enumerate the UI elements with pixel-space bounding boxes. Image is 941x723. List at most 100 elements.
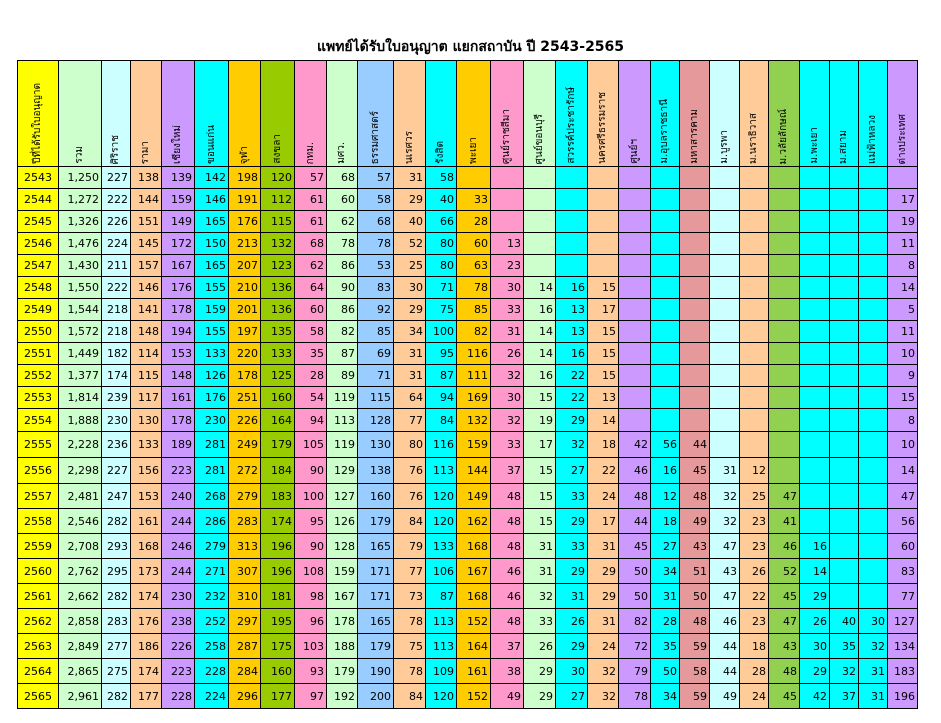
table-cell: 176 bbox=[130, 608, 162, 634]
table-cell: 23 bbox=[739, 508, 769, 534]
table-cell bbox=[490, 210, 524, 233]
table-cell: 33 bbox=[490, 431, 524, 458]
table-cell: 138 bbox=[357, 457, 394, 484]
table-cell: 220 bbox=[228, 342, 261, 365]
year-cell: 2565 bbox=[17, 683, 59, 709]
table-cell: 86 bbox=[326, 254, 358, 277]
table-cell: 28 bbox=[650, 608, 680, 634]
table-cell bbox=[768, 210, 800, 233]
table-row: 2554 1,888 230 130 178 230 226 164 94 113 128 77 84 1… bbox=[17, 408, 918, 432]
table-cell: 30 bbox=[490, 386, 524, 409]
table-cell bbox=[739, 408, 769, 432]
table-cell: 48 bbox=[679, 483, 710, 509]
table-cell: 175 bbox=[260, 633, 295, 659]
table-cell: 145 bbox=[130, 232, 162, 255]
table-cell bbox=[768, 408, 800, 432]
column-header-label: มศว. bbox=[336, 142, 347, 164]
table-cell: 73 bbox=[393, 583, 426, 609]
table-cell: 29 bbox=[393, 188, 426, 211]
table-cell: 29 bbox=[555, 633, 588, 659]
table-cell: 178 bbox=[228, 364, 261, 387]
year-cell: 2555 bbox=[17, 431, 59, 458]
table-cell: 168 bbox=[456, 583, 491, 609]
table-cell bbox=[858, 408, 888, 432]
table-cell bbox=[799, 166, 830, 189]
table-cell: 41 bbox=[768, 508, 800, 534]
column-header-label: ม.บูรพา bbox=[718, 130, 730, 164]
table-cell: 44 bbox=[709, 658, 740, 684]
table-cell: 27 bbox=[650, 533, 680, 559]
table-cell bbox=[618, 210, 651, 233]
table-cell: 138 bbox=[130, 166, 162, 189]
table-cell: 16 bbox=[650, 457, 680, 484]
table-cell bbox=[768, 364, 800, 387]
table-cell: 127 bbox=[887, 608, 918, 634]
table-cell bbox=[650, 254, 680, 277]
table-cell: 58 bbox=[294, 320, 327, 343]
table-cell: 176 bbox=[194, 386, 229, 409]
table-cell: 32 bbox=[555, 431, 588, 458]
table-cell bbox=[829, 298, 859, 321]
table-cell: 244 bbox=[161, 558, 195, 584]
column-header-label: ศูนย์ราชสีมา bbox=[501, 108, 512, 164]
column-header-label: ม.พะเยา bbox=[808, 127, 820, 164]
table-cell: 129 bbox=[326, 457, 358, 484]
table-cell bbox=[829, 320, 859, 343]
table-cell bbox=[768, 457, 800, 484]
table-cell: 284 bbox=[228, 658, 261, 684]
table-cell: 72 bbox=[618, 633, 651, 659]
table-cell: 35 bbox=[829, 633, 859, 659]
table-cell: 32 bbox=[587, 658, 619, 684]
table-cell: 279 bbox=[228, 483, 261, 509]
table-cell: 159 bbox=[161, 188, 195, 211]
table-cell: 157 bbox=[130, 254, 162, 277]
column-header-label: นเรศวร bbox=[403, 131, 415, 164]
table-cell: 60 bbox=[456, 232, 491, 255]
table-cell bbox=[709, 188, 740, 211]
column-header-label: รังสิต bbox=[435, 141, 446, 164]
table-row: 2564 2,865 275 174 223 228 284 160 93 179 190 78 109… bbox=[17, 658, 918, 684]
column-header: ศูนย์ราชสีมา bbox=[490, 60, 524, 167]
table-cell: 130 bbox=[130, 408, 162, 432]
year-cell: 2548 bbox=[17, 276, 59, 299]
column-header-label: เชียงใหม่ bbox=[172, 124, 183, 164]
table-cell: 31 bbox=[393, 166, 426, 189]
table-cell: 12 bbox=[739, 457, 769, 484]
table-cell: 94 bbox=[425, 386, 457, 409]
table-cell: 29 bbox=[555, 558, 588, 584]
table-cell: 146 bbox=[194, 188, 229, 211]
table-cell bbox=[679, 210, 710, 233]
table-cell: 32 bbox=[709, 483, 740, 509]
table-cell: 149 bbox=[161, 210, 195, 233]
table-cell: 160 bbox=[260, 386, 295, 409]
table-cell: 271 bbox=[194, 558, 229, 584]
table-cell: 167 bbox=[161, 254, 195, 277]
year-cell: 2552 bbox=[17, 364, 59, 387]
column-header-label: มหาสารคาม bbox=[688, 109, 700, 164]
column-header: แม่ฟ้าหลวง bbox=[858, 60, 888, 167]
table-cell bbox=[768, 386, 800, 409]
table-cell: 171 bbox=[357, 583, 394, 609]
table-cell: 57 bbox=[294, 166, 327, 189]
column-header: กทม. bbox=[294, 60, 327, 167]
table-cell: 100 bbox=[425, 320, 457, 343]
table-cell bbox=[618, 386, 651, 409]
table-cell: 165 bbox=[357, 533, 394, 559]
table-row: 2556 2,298 227 156 223 281 272 184 90 129 138 76 113… bbox=[17, 457, 918, 484]
table-cell: 52 bbox=[393, 232, 426, 255]
table-cell: 174 bbox=[130, 583, 162, 609]
table-cell: 47 bbox=[887, 483, 918, 509]
table-cell: 78 bbox=[456, 276, 491, 299]
table-cell: 48 bbox=[490, 508, 524, 534]
table-cell bbox=[768, 320, 800, 343]
table-cell: 227 bbox=[101, 457, 131, 484]
table-cell: 161 bbox=[456, 658, 491, 684]
table-cell: 159 bbox=[194, 298, 229, 321]
table-cell: 14 bbox=[799, 558, 830, 584]
table-cell: 313 bbox=[228, 533, 261, 559]
table-cell bbox=[858, 232, 888, 255]
table-cell: 30 bbox=[858, 608, 888, 634]
table-cell: 38 bbox=[490, 658, 524, 684]
table-cell: 119 bbox=[326, 386, 358, 409]
table-cell: 287 bbox=[228, 633, 261, 659]
